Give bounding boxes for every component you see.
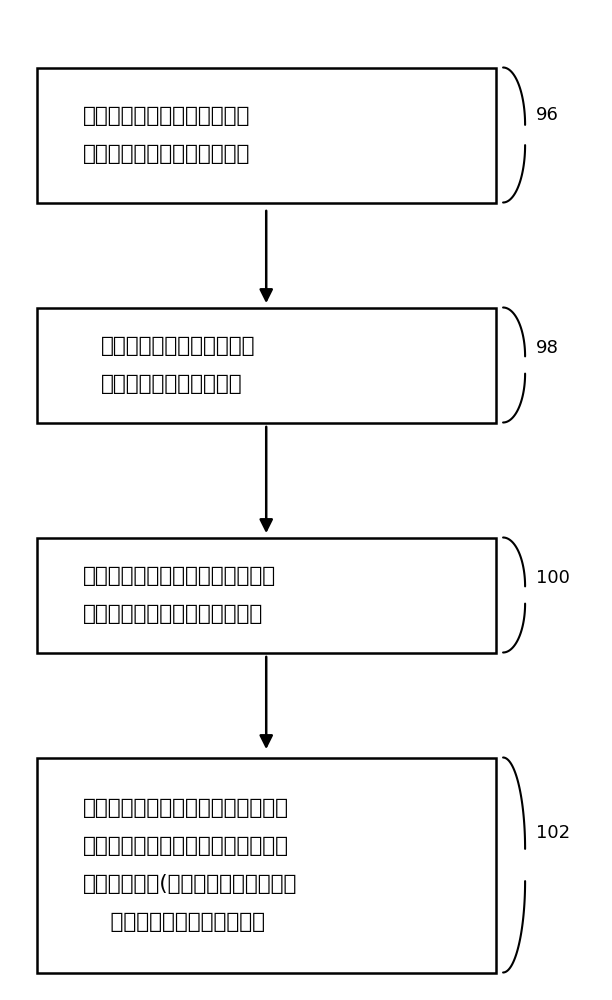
Text: 产生对应于所述相位的所有: 产生对应于所述相位的所有 <box>101 336 255 356</box>
Bar <box>37 758 496 972</box>
Text: 等于平均温度(即，针对每一相位，致: 等于平均温度(即，针对每一相位，致 <box>83 874 297 894</box>
Text: 循环以将每一相位的温度控制成大致: 循环以将每一相位的温度控制成大致 <box>83 836 289 856</box>
Text: 基于第三信号而调整每一相位的工作: 基于第三信号而调整每一相位的工作 <box>83 798 289 818</box>
Text: 针对每一相位产生对应于第一信号: 针对每一相位产生对应于第一信号 <box>83 566 276 586</box>
Text: 与第二信号之间的差的第三信号: 与第二信号之间的差的第三信号 <box>83 604 263 624</box>
Text: 温度的平均值的第二信号: 温度的平均值的第二信号 <box>101 374 242 394</box>
Text: 以针对每一相位产生第一信号: 以针对每一相位产生第一信号 <box>83 144 250 164</box>
Text: 感测转换器的每一相位的温度: 感测转换器的每一相位的温度 <box>83 106 250 126</box>
Bar <box>37 537 496 652</box>
Text: 98: 98 <box>536 339 558 357</box>
Text: 使第一信号等于第二信号）: 使第一信号等于第二信号） <box>83 912 264 932</box>
Text: 102: 102 <box>536 824 570 842</box>
Bar <box>37 68 496 202</box>
Bar <box>37 308 496 422</box>
Text: 96: 96 <box>536 106 558 124</box>
Text: 100: 100 <box>536 569 569 587</box>
